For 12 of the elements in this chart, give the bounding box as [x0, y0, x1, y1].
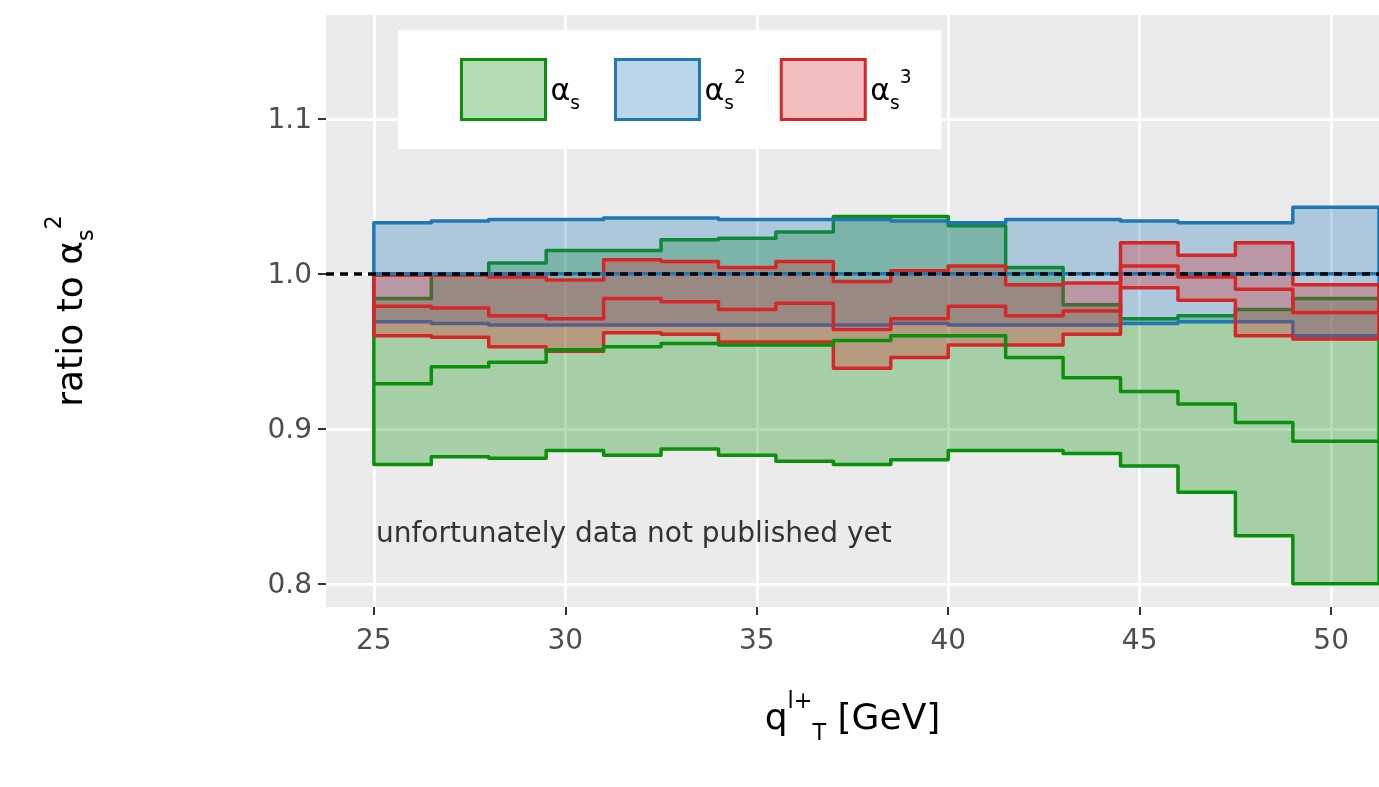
x-tick-label: 40 [930, 622, 967, 656]
y-tick-label: 1.1 [267, 102, 312, 136]
x-tick-label: 50 [1313, 622, 1349, 656]
y-axis-title: ratio to αs2 [40, 215, 98, 407]
y-tick-label: 1.0 [267, 257, 312, 291]
x-tick-label: 25 [356, 622, 392, 656]
x-tick-label: 45 [1121, 622, 1158, 656]
x-tick-label: 35 [738, 622, 775, 656]
x-tick-label: 30 [547, 622, 584, 656]
y-tick-label: 0.9 [267, 412, 312, 446]
y-tick-label: 0.8 [267, 567, 312, 601]
annotation: unfortunately data not published yet [376, 515, 892, 549]
